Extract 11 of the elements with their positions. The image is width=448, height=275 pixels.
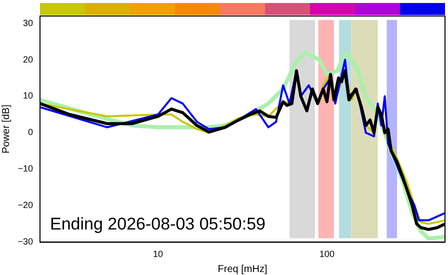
y-tick-label: 10 [22,90,33,101]
x-tick-label: 100 [319,249,334,260]
x-axis-title: Freq [mHz] [218,264,268,275]
y-tick-label: 0 [28,127,33,138]
y-tick-label: 20 [22,54,33,64]
annotation: Ending 2026-08-03 05:50:59 [50,214,266,234]
y-tick-label: −20 [18,200,33,210]
y-tick-label: −30 [18,236,33,247]
y-tick-label: 30 [22,18,33,28]
y-axis-title: Power [dB] [0,104,12,154]
y-tick-label: −10 [18,164,33,174]
